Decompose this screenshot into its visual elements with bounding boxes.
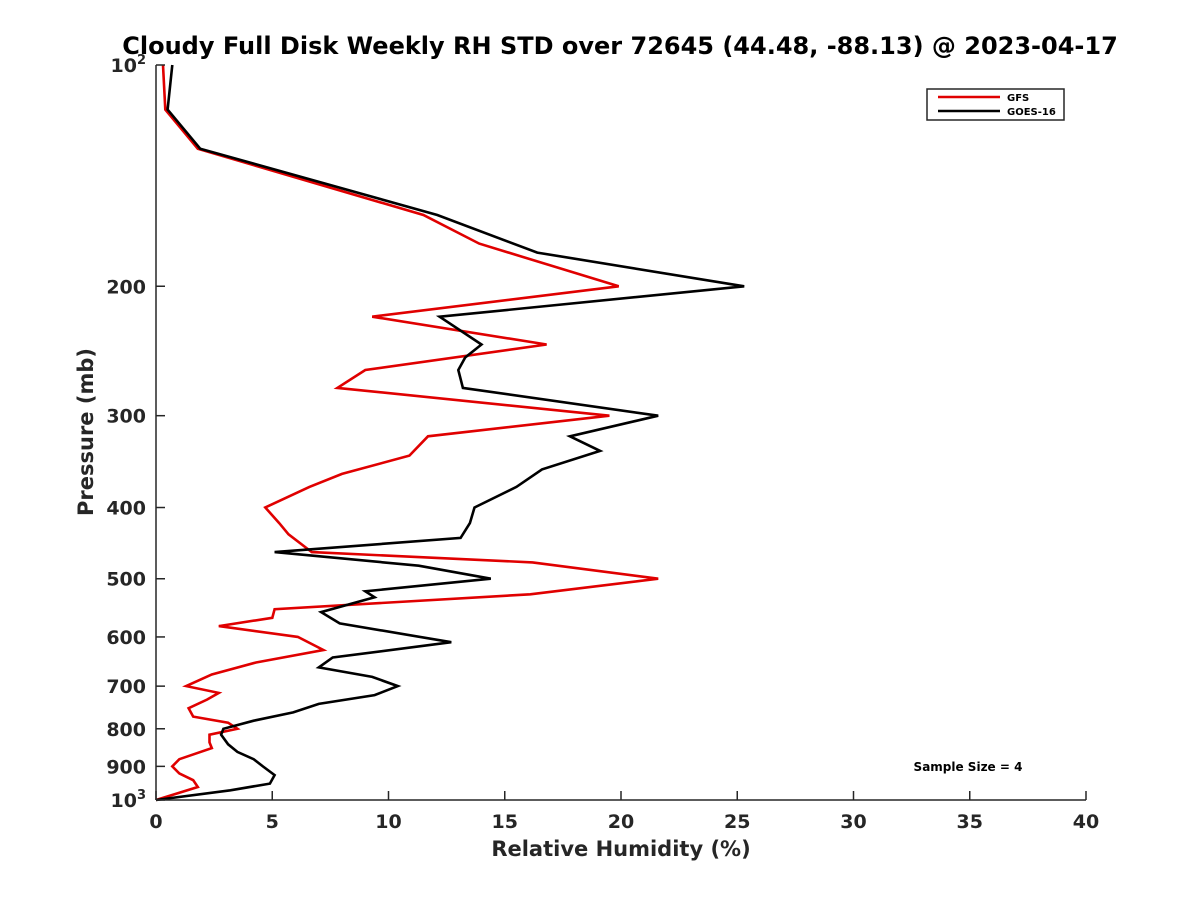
legend: GFS GOES-16 bbox=[926, 88, 1065, 121]
legend-label-gfs: GFS bbox=[1007, 93, 1029, 104]
x-ticks: 0 5 10 15 20 25 30 35 40 bbox=[149, 791, 1099, 833]
x-tick-label: 15 bbox=[492, 811, 518, 833]
y-tick-label: 103 bbox=[111, 788, 147, 812]
legend-label-goes-16: GOES-16 bbox=[1007, 107, 1056, 118]
x-tick-label: 5 bbox=[266, 811, 279, 833]
x-tick-label: 30 bbox=[840, 811, 866, 833]
y-tick-label: 700 bbox=[106, 676, 146, 698]
x-tick-label: 10 bbox=[375, 811, 401, 833]
x-tick-label: 40 bbox=[1073, 811, 1099, 833]
series-line-gfs bbox=[155, 64, 659, 802]
sample-size-annotation: Sample Size = 4 bbox=[914, 760, 1023, 774]
y-tick-label: 800 bbox=[106, 719, 146, 741]
y-tick-label: 400 bbox=[106, 498, 146, 520]
x-tick-label: 35 bbox=[957, 811, 983, 833]
y-tick-label: 600 bbox=[106, 627, 146, 649]
chart-title: Cloudy Full Disk Weekly RH STD over 7264… bbox=[122, 32, 1118, 60]
x-tick-label: 25 bbox=[724, 811, 750, 833]
y-ticks: 102 200 300 400 500 600 700 800 900 103 bbox=[106, 53, 165, 812]
y-tick-label: 300 bbox=[106, 406, 146, 428]
series-layer bbox=[155, 64, 745, 802]
y-tick-label: 200 bbox=[106, 276, 146, 298]
series-line-goes-16 bbox=[155, 64, 745, 802]
y-tick-label: 500 bbox=[106, 569, 146, 591]
y-tick-label: 900 bbox=[106, 756, 146, 778]
x-tick-label: 20 bbox=[608, 811, 634, 833]
x-tick-label: 0 bbox=[149, 811, 162, 833]
y-tick-label: 102 bbox=[111, 53, 147, 77]
x-axis-label: Relative Humidity (%) bbox=[491, 837, 750, 861]
legend-box bbox=[926, 88, 1065, 121]
y-axis-label: Pressure (mb) bbox=[74, 348, 98, 516]
